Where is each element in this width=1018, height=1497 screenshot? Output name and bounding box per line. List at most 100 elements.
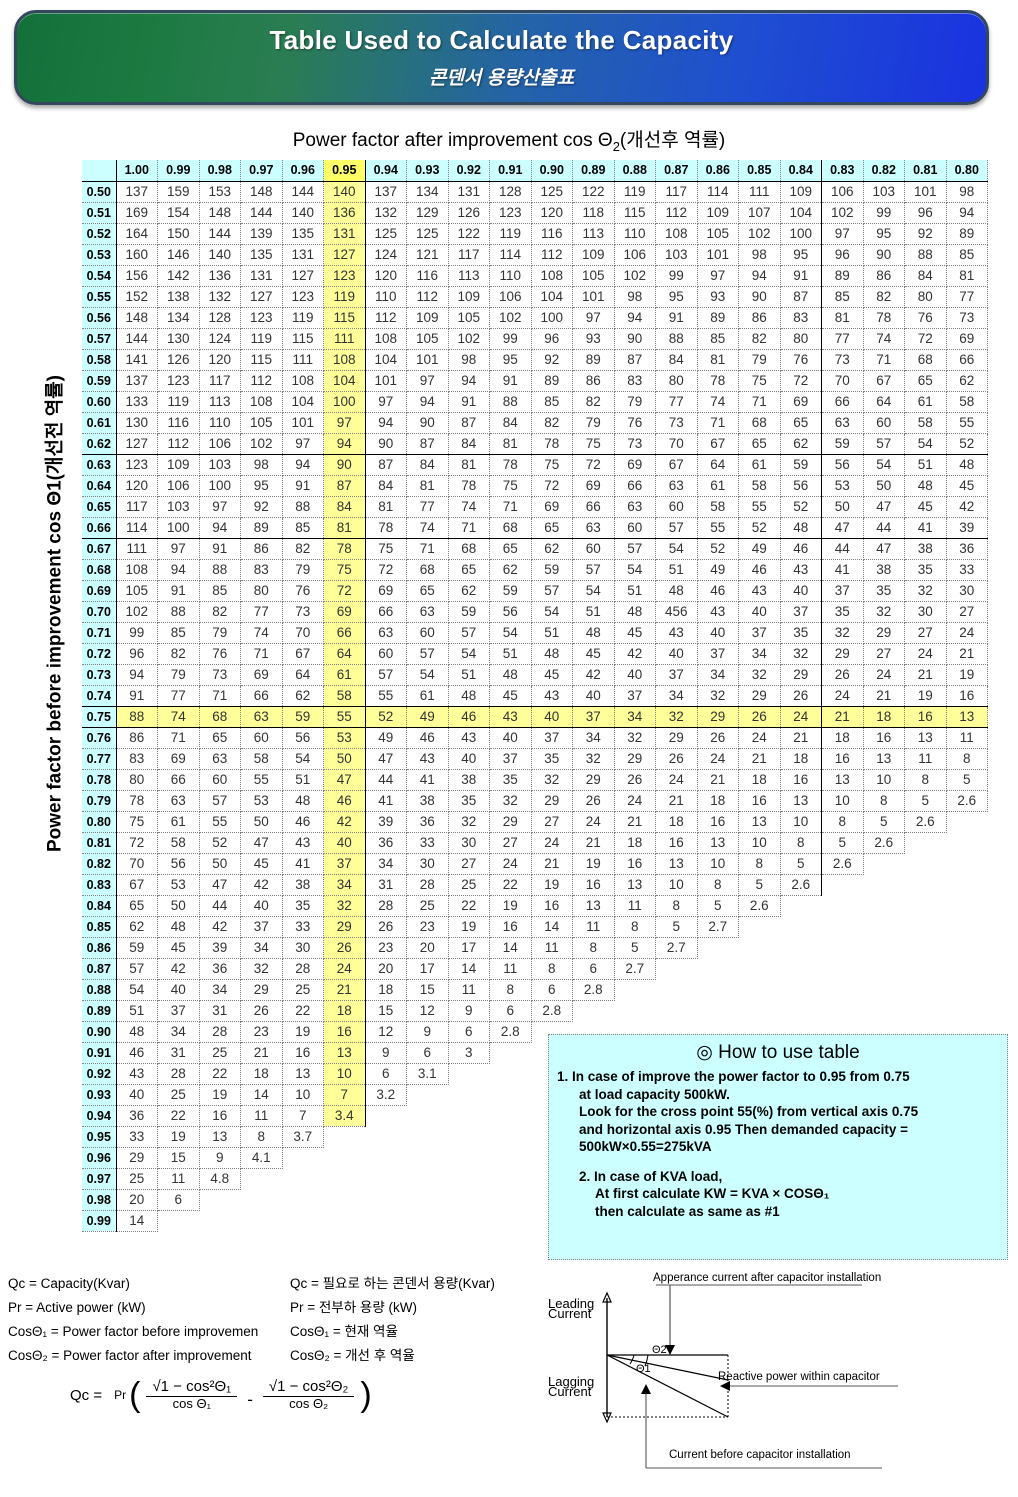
table-cell[interactable]: 124 (365, 244, 407, 266)
table-cell[interactable]: 38 (863, 559, 905, 581)
col-header-0.96[interactable]: 0.96 (282, 160, 324, 182)
table-cell[interactable]: 18 (614, 832, 656, 854)
table-cell[interactable]: 20 (365, 958, 407, 980)
table-cell[interactable]: 29 (863, 622, 905, 644)
table-cell[interactable] (946, 811, 988, 832)
table-cell[interactable]: 4.1 (240, 1147, 283, 1169)
table-cell[interactable]: 79 (282, 559, 324, 581)
table-cell[interactable]: 10 (738, 832, 781, 854)
col-header-0.89[interactable]: 0.89 (572, 160, 615, 182)
table-cell[interactable]: 106 (614, 244, 656, 266)
table-cell[interactable]: 66 (572, 496, 615, 518)
row-header-0.62[interactable]: 0.62 (82, 433, 117, 455)
table-cell[interactable]: 108 (282, 370, 324, 392)
table-cell[interactable]: 94 (406, 391, 449, 413)
table-cell[interactable]: 47 (863, 538, 905, 560)
table-cell[interactable]: 94 (323, 433, 366, 455)
table-cell[interactable] (489, 1063, 531, 1084)
table-cell[interactable]: 3 (448, 1042, 490, 1064)
table-cell[interactable]: 25 (282, 979, 324, 1001)
table-cell[interactable]: 34 (240, 937, 283, 959)
table-cell[interactable]: 2.6 (821, 853, 864, 875)
table-cell[interactable]: 5 (697, 895, 739, 917)
table-cell[interactable]: 107 (738, 202, 781, 224)
table-cell[interactable]: 87 (780, 286, 822, 308)
table-cell[interactable]: 110 (199, 412, 241, 434)
table-cell[interactable]: 133 (116, 391, 158, 413)
table-cell[interactable]: 34 (157, 1021, 200, 1043)
table-cell[interactable]: 88 (282, 496, 324, 518)
table-cell[interactable]: 97 (157, 538, 200, 560)
table-cell[interactable] (448, 1168, 490, 1189)
table-cell[interactable]: 86 (863, 265, 905, 287)
table-cell[interactable]: 84 (365, 475, 407, 497)
table-cell[interactable]: 50 (863, 475, 905, 497)
table-cell[interactable]: 14 (448, 958, 490, 980)
table-cell[interactable]: 96 (116, 643, 158, 665)
table-cell[interactable]: 105 (406, 328, 449, 350)
table-cell[interactable]: 116 (157, 412, 200, 434)
table-cell[interactable]: 64 (323, 643, 366, 665)
table-cell[interactable]: 148 (116, 307, 158, 329)
table-cell[interactable]: 16 (863, 727, 905, 749)
table-cell[interactable] (697, 937, 739, 958)
table-cell[interactable] (946, 832, 988, 853)
table-cell[interactable]: 150 (157, 223, 200, 245)
row-header-0.97[interactable]: 0.97 (82, 1168, 117, 1190)
col-header-0.97[interactable]: 0.97 (240, 160, 283, 182)
table-cell[interactable]: 20 (406, 937, 449, 959)
table-cell[interactable]: 117 (655, 181, 698, 203)
table-cell[interactable]: 119 (614, 181, 656, 203)
table-cell[interactable]: 97 (406, 370, 449, 392)
col-header-0.86[interactable]: 0.86 (697, 160, 739, 182)
table-cell[interactable]: 96 (821, 244, 864, 266)
table-cell[interactable]: 140 (282, 202, 324, 224)
table-cell[interactable]: 62 (489, 559, 532, 581)
table-cell[interactable]: 5 (614, 937, 656, 959)
table-cell[interactable]: 120 (116, 475, 158, 497)
table-cell[interactable]: 69 (240, 664, 283, 686)
table-cell[interactable]: 106 (821, 181, 864, 203)
row-header-0.76[interactable]: 0.76 (82, 727, 117, 749)
table-cell[interactable]: 98 (614, 286, 656, 308)
table-cell[interactable]: 105 (116, 580, 158, 602)
table-cell[interactable] (365, 1168, 407, 1189)
table-cell[interactable]: 10 (323, 1063, 366, 1085)
table-cell[interactable]: 27 (946, 601, 988, 623)
table-cell[interactable] (738, 1000, 780, 1021)
table-cell[interactable]: 52 (697, 538, 739, 560)
table-cell[interactable]: 66 (157, 769, 200, 791)
table-cell[interactable]: 97 (697, 265, 739, 287)
table-cell[interactable]: 89 (697, 307, 739, 329)
table-cell[interactable]: 11 (448, 979, 490, 1001)
table-cell[interactable]: 35 (448, 790, 490, 812)
row-header-0.87[interactable]: 0.87 (82, 958, 117, 980)
table-cell[interactable] (946, 1000, 988, 1021)
table-cell[interactable]: 72 (904, 328, 947, 350)
table-cell[interactable]: 106 (199, 433, 241, 455)
table-cell[interactable]: 42 (572, 664, 615, 686)
table-cell[interactable]: 59 (489, 580, 532, 602)
row-header-0.63[interactable]: 0.63 (82, 454, 117, 476)
table-cell[interactable]: 148 (199, 202, 241, 224)
table-cell[interactable]: 8 (738, 853, 781, 875)
table-cell[interactable]: 27 (448, 853, 490, 875)
table-cell[interactable]: 48 (282, 790, 324, 812)
table-cell[interactable]: 53 (157, 874, 200, 896)
table-cell[interactable] (406, 1084, 448, 1105)
table-cell[interactable]: 71 (697, 412, 739, 434)
col-header-0.88[interactable]: 0.88 (614, 160, 656, 182)
table-cell[interactable]: 108 (655, 223, 698, 245)
table-cell[interactable]: 102 (738, 223, 781, 245)
row-header-0.75[interactable]: 0.75 (82, 706, 117, 728)
table-cell[interactable]: 95 (780, 244, 822, 266)
table-cell[interactable]: 20 (116, 1189, 158, 1211)
table-cell[interactable]: 57 (863, 433, 905, 455)
row-header-0.50[interactable]: 0.50 (82, 181, 117, 203)
table-cell[interactable]: 3.4 (323, 1105, 366, 1127)
row-header-0.57[interactable]: 0.57 (82, 328, 117, 350)
table-cell[interactable]: 88 (157, 601, 200, 623)
table-cell[interactable] (780, 1000, 822, 1021)
table-cell[interactable]: 136 (199, 265, 241, 287)
table-cell[interactable]: 85 (821, 286, 864, 308)
